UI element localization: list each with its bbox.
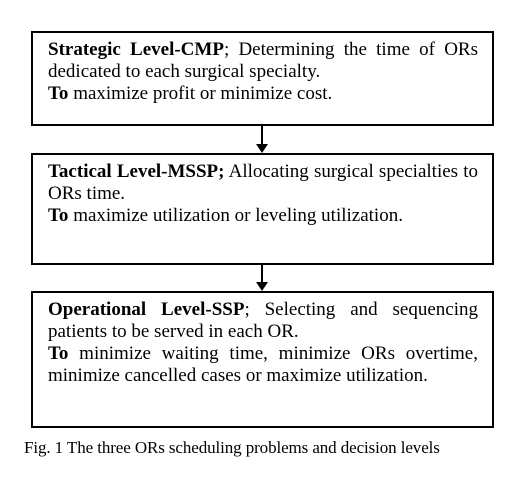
- operational-level-description: Operational Level-SSP; Selecting and seq…: [48, 299, 478, 343]
- tactical-objective-prefix: To: [48, 205, 69, 226]
- down-arrow-icon: [256, 126, 268, 153]
- strategic-level-title: Strategic Level-CMP: [48, 39, 224, 60]
- tactical-level-text: Allocating surgical specialties to ORs t…: [48, 161, 478, 204]
- operational-level-separator: ;: [244, 299, 250, 320]
- strategic-objective-text: maximize profit or minimize cost.: [68, 83, 333, 104]
- strategic-level-box: Strategic Level-CMP; Determining the tim…: [31, 31, 494, 126]
- tactical-objective-text: maximize utilization or leveling utiliza…: [68, 205, 403, 226]
- operational-objective-text: minimize waiting time, minimize ORs over…: [48, 343, 478, 386]
- operational-level-text: Selecting and sequencing patients to be …: [48, 299, 478, 342]
- tactical-level-box: Tactical Level-MSSP; Allocating surgical…: [31, 153, 494, 265]
- strategic-objective-prefix: To: [48, 83, 69, 104]
- operational-level-box: Operational Level-SSP; Selecting and seq…: [31, 291, 494, 428]
- tactical-level-title: Tactical Level-MSSP;: [48, 161, 225, 182]
- tactical-level-objective: To maximize utilization or leveling util…: [48, 205, 478, 227]
- strategic-level-text: Determining the time of ORs dedicated to…: [48, 39, 478, 82]
- operational-objective-prefix: To: [48, 343, 69, 364]
- operational-level-title: Operational Level-SSP: [48, 299, 245, 320]
- strategic-level-description: Strategic Level-CMP; Determining the tim…: [48, 39, 478, 83]
- strategic-level-separator: ;: [223, 39, 230, 60]
- figure-caption: Fig. 1 The three ORs scheduling problems…: [24, 438, 440, 457]
- operational-level-objective: To minimize waiting time, minimize ORs o…: [48, 343, 478, 387]
- strategic-level-objective: To maximize profit or minimize cost.: [48, 83, 478, 105]
- down-arrow-icon: [256, 265, 268, 291]
- tactical-level-description: Tactical Level-MSSP; Allocating surgical…: [48, 161, 478, 205]
